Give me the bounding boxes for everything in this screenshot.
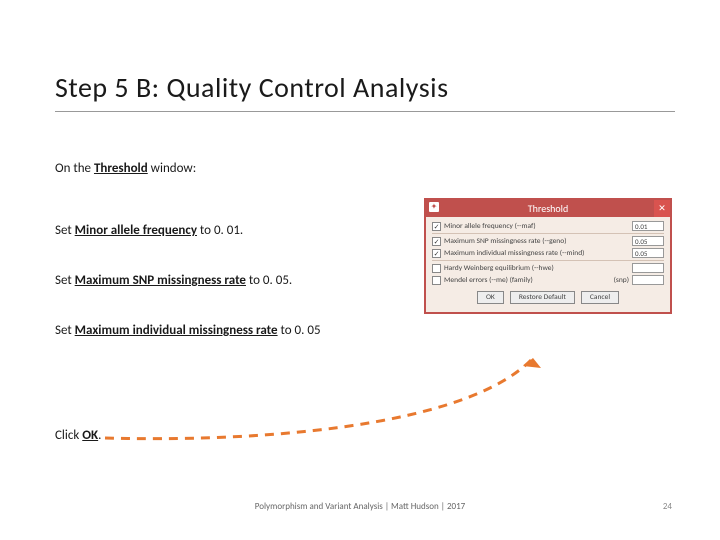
me-checkbox[interactable] xyxy=(432,276,441,285)
snp-input[interactable]: 0.05 xyxy=(632,236,664,246)
window-body: ✓ Minor allele frequency (--maf) 0.01 ✓ … xyxy=(426,217,670,312)
text: to 0. 01. xyxy=(197,223,243,238)
button-row: OK Restore Default Cancel xyxy=(432,287,664,309)
text: to 0. 05 xyxy=(278,323,321,338)
ok-button[interactable]: OK xyxy=(477,291,504,304)
text: Click xyxy=(55,428,82,443)
arrow-path xyxy=(105,358,533,439)
cancel-button[interactable]: Cancel xyxy=(581,291,619,304)
footer-text: Polymorphism and Variant Analysis | Matt… xyxy=(0,501,720,512)
row-ind: ✓ Maximum individual missingness rate (-… xyxy=(432,248,664,258)
close-button[interactable]: ✕ xyxy=(654,200,670,217)
row-me: Mendel errors (--me) (family) (snp) xyxy=(432,275,664,285)
maf-label: Minor allele frequency (--maf) xyxy=(444,222,629,231)
maf-checkbox[interactable]: ✓ xyxy=(432,222,441,231)
slide-title: Step 5 B: Quality Control Analysis xyxy=(55,70,675,112)
instruction-3: Set Maximum SNP missingness rate to 0. 0… xyxy=(55,272,292,290)
arrow-annotation xyxy=(95,350,555,445)
me-input[interactable] xyxy=(632,275,664,285)
row-hwe: Hardy Weinberg equilibrium (--hwe) xyxy=(432,263,664,273)
arrow-head xyxy=(523,358,541,368)
restore-button[interactable]: Restore Default xyxy=(510,291,575,304)
threshold-window: ✦ Threshold ✕ ✓ Minor allele frequency (… xyxy=(424,198,672,314)
snp-checkbox[interactable]: ✓ xyxy=(432,237,441,246)
maf-input[interactable]: 0.01 xyxy=(632,221,664,231)
instruction-1: On the Threshold window: xyxy=(55,160,196,178)
me-snp-label: (snp) xyxy=(614,276,629,285)
row-maf: ✓ Minor allele frequency (--maf) 0.01 xyxy=(432,221,664,231)
hwe-checkbox[interactable] xyxy=(432,264,441,273)
row-snp: ✓ Maximum SNP missingness rate (--geno) … xyxy=(432,236,664,246)
instruction-5: Click OK. xyxy=(55,427,101,445)
me-label: Mendel errors (--me) (family) xyxy=(444,276,611,285)
text: Set xyxy=(55,223,75,238)
hwe-input[interactable] xyxy=(632,263,664,273)
ind-input[interactable]: 0.05 xyxy=(632,248,664,258)
instr5-bold: OK xyxy=(82,428,98,443)
instr4-bold: Maximum individual missingness rate xyxy=(75,323,278,338)
app-icon: ✦ xyxy=(429,202,439,212)
instr2-bold: Minor allele frequency xyxy=(75,223,197,238)
divider xyxy=(432,233,664,234)
text: Set xyxy=(55,273,75,288)
text: . xyxy=(98,428,101,443)
text: Set xyxy=(55,323,75,338)
instr1-bold: Threshold xyxy=(94,161,148,176)
window-titlebar: ✦ Threshold ✕ xyxy=(426,200,670,217)
window-title: Threshold xyxy=(528,202,568,215)
hwe-label: Hardy Weinberg equilibrium (--hwe) xyxy=(444,264,629,273)
snp-label: Maximum SNP missingness rate (--geno) xyxy=(444,237,629,246)
instr3-bold: Maximum SNP missingness rate xyxy=(75,273,246,288)
text: to 0. 05. xyxy=(246,273,292,288)
instruction-2: Set Minor allele frequency to 0. 01. xyxy=(55,222,243,240)
divider xyxy=(432,260,664,261)
ind-checkbox[interactable]: ✓ xyxy=(432,249,441,258)
page-number: 24 xyxy=(663,501,672,512)
text: On the xyxy=(55,161,94,176)
ind-label: Maximum individual missingness rate (--m… xyxy=(444,249,629,258)
instruction-4: Set Maximum individual missingness rate … xyxy=(55,322,321,340)
text: window: xyxy=(148,161,196,176)
